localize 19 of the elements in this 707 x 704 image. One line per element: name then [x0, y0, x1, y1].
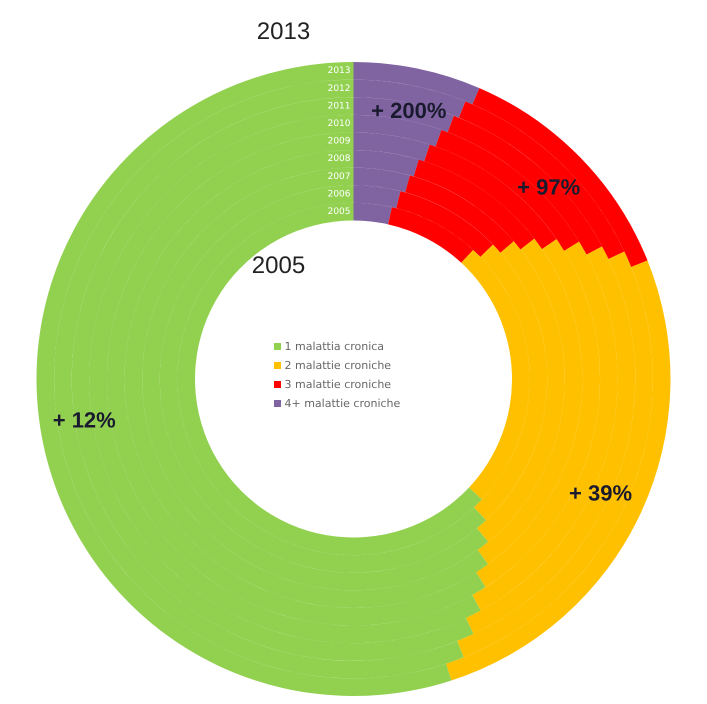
- slice-label: 2010: [328, 118, 351, 129]
- text: 2005: [252, 252, 306, 280]
- legend-label: 3 malattie croniche: [284, 378, 392, 391]
- text: 2013: [256, 18, 310, 46]
- text: + 200%: [371, 98, 446, 124]
- legend-label: 4+ malattie croniche: [284, 397, 400, 410]
- slice-label: 2006: [328, 189, 351, 200]
- slice-label: 2011: [328, 101, 350, 112]
- slice-label: 2005: [328, 207, 350, 218]
- slice-label: 2012: [328, 84, 350, 94]
- slice-label: 2013: [328, 66, 350, 76]
- slice-label: 2009: [328, 136, 351, 147]
- slice-label: 2007: [328, 172, 350, 182]
- legend-label: 2 malattie croniche: [284, 359, 392, 372]
- slice-label: 2008: [328, 154, 351, 164]
- text: + 12%: [52, 408, 116, 433]
- legend-label: 1 malattia cronica: [284, 340, 384, 353]
- text: + 97%: [517, 174, 580, 200]
- text: + 39%: [569, 480, 632, 506]
